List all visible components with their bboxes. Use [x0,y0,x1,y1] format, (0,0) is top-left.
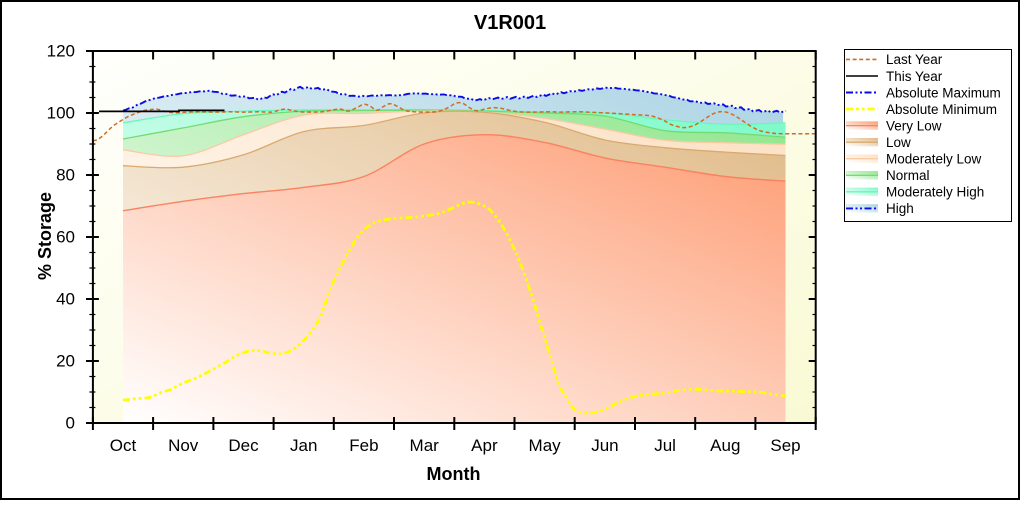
svg-text:Jan: Jan [290,436,317,455]
svg-text:0: 0 [66,414,75,433]
svg-text:Last Year: Last Year [886,52,943,67]
svg-text:20: 20 [56,352,75,371]
svg-text:60: 60 [56,228,75,247]
svg-text:Oct: Oct [110,436,137,455]
svg-text:100: 100 [47,104,75,123]
svg-text:May: May [529,436,562,455]
svg-text:Absolute Maximum: Absolute Maximum [886,85,1001,100]
svg-text:Mar: Mar [410,436,440,455]
svg-text:120: 120 [47,42,75,61]
svg-text:Aug: Aug [710,436,740,455]
svg-text:Very Low: Very Low [886,118,942,133]
svg-text:Normal: Normal [886,168,930,183]
svg-text:Jul: Jul [654,436,676,455]
svg-text:Sep: Sep [770,436,800,455]
svg-text:Month: Month [427,464,481,484]
svg-text:% Storage: % Storage [35,192,55,280]
svg-text:V1R001: V1R001 [474,12,546,34]
svg-text:Dec: Dec [228,436,259,455]
svg-text:Moderately Low: Moderately Low [886,152,982,167]
svg-text:Absolute Minimum: Absolute Minimum [886,102,997,117]
svg-text:High: High [886,201,914,216]
svg-text:Low: Low [886,135,911,150]
svg-text:Apr: Apr [471,436,498,455]
svg-text:40: 40 [56,290,75,309]
svg-text:Feb: Feb [349,436,378,455]
svg-text:80: 80 [56,166,75,185]
svg-text:Moderately High: Moderately High [886,185,984,200]
svg-text:Nov: Nov [168,436,199,455]
svg-text:This Year: This Year [886,69,943,84]
svg-text:Jun: Jun [591,436,618,455]
